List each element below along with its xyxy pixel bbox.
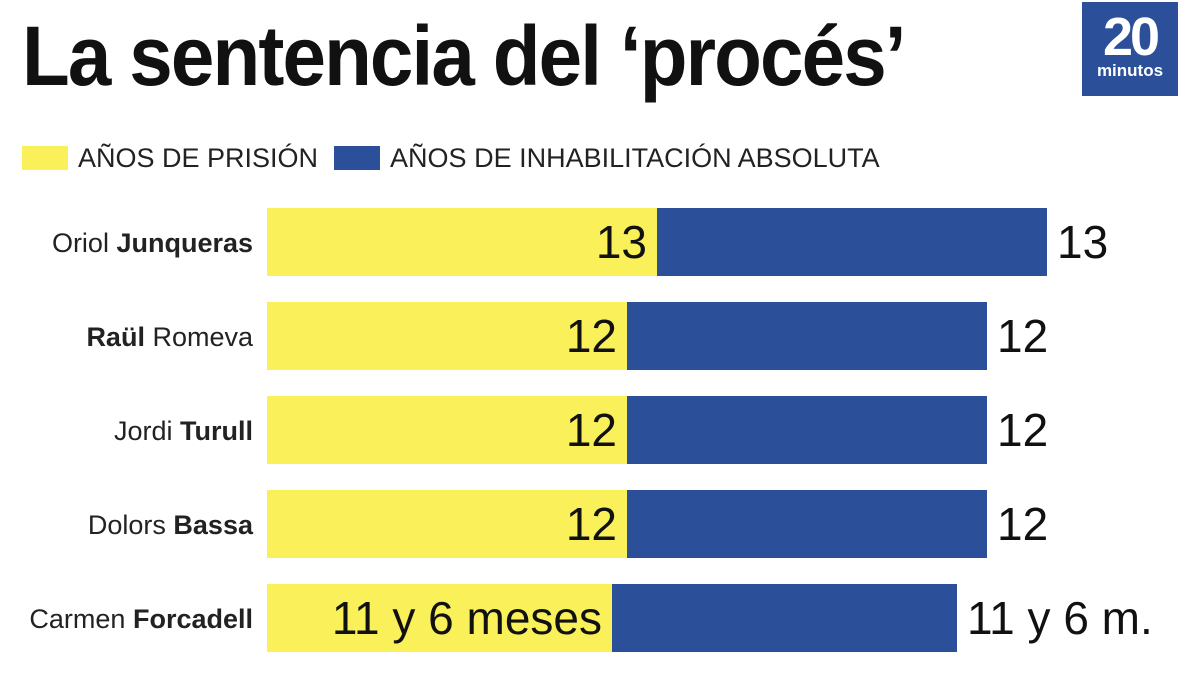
data-label-prision-0: 13 xyxy=(596,216,647,268)
bar-prision-0 xyxy=(267,208,657,276)
logo-number: 20 xyxy=(1102,7,1160,67)
bar-inhabilitacion-4 xyxy=(612,584,957,652)
chart-title: La sentencia del ‘procés’ xyxy=(22,9,906,103)
legend-item-inhabilitacion: AÑOS DE INHABILITACIÓN ABSOLUTA xyxy=(334,143,880,174)
data-label-inhabilitacion-1: 12 xyxy=(997,310,1048,362)
data-label-inhabilitacion-0: 13 xyxy=(1057,216,1108,268)
category-label-1: Raül Romeva xyxy=(86,322,254,352)
data-label-prision-4: 11 y 6 meses xyxy=(332,592,602,644)
category-label-2: Jordi Turull xyxy=(114,416,253,446)
legend-swatch-prision xyxy=(22,146,68,170)
bar-prision-1 xyxy=(267,302,627,370)
bar-inhabilitacion-0 xyxy=(657,208,1047,276)
bar-prision-4 xyxy=(267,584,612,652)
bar-prision-2 xyxy=(267,396,627,464)
category-label-3: Dolors Bassa xyxy=(88,510,254,540)
data-label-inhabilitacion-3: 12 xyxy=(997,498,1048,550)
legend-swatch-inhabilitacion xyxy=(334,146,381,170)
legend-item-prision: AÑOS DE PRISIÓN xyxy=(22,143,318,174)
data-label-inhabilitacion-2: 12 xyxy=(997,404,1048,456)
bar-inhabilitacion-1 xyxy=(627,302,987,370)
category-label-4: Carmen Forcadell xyxy=(29,604,253,634)
legend-label-prision: AÑOS DE PRISIÓN xyxy=(78,142,319,173)
data-label-prision-3: 12 xyxy=(566,498,617,550)
data-label-prision-1: 12 xyxy=(566,310,617,362)
logo-word: minutos xyxy=(1096,61,1164,80)
bar-inhabilitacion-3 xyxy=(627,490,987,558)
20minutos-logo: 20 minutos xyxy=(1082,2,1178,96)
data-label-inhabilitacion-4: 11 y 6 m. xyxy=(967,592,1153,644)
legend-label-inhabilitacion: AÑOS DE INHABILITACIÓN ABSOLUTA xyxy=(390,142,880,173)
legend: AÑOS DE PRISIÓN AÑOS DE INHABILITACIÓN A… xyxy=(22,141,896,175)
data-label-prision-2: 12 xyxy=(566,404,617,456)
bar-prision-3 xyxy=(267,490,627,558)
bar-inhabilitacion-2 xyxy=(627,396,987,464)
category-label-0: Oriol Junqueras xyxy=(52,228,253,258)
